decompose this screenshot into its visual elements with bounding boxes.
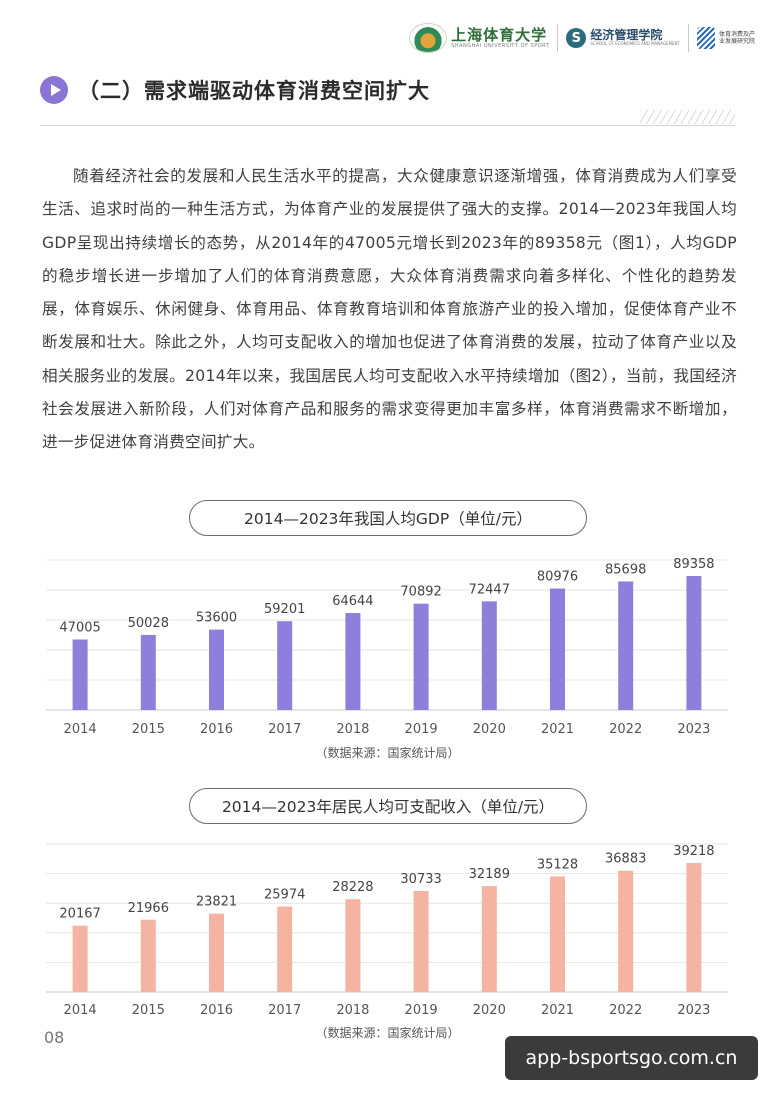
income-bar-chart: 20167 2014 21966 2015 23821 2016 25974 2017 2822… — [46, 843, 728, 1018]
chart1-title: 2014—2023年我国人均GDP（单位/元） — [189, 500, 587, 536]
watermark: app-bsportsgo.com.cn — [505, 1036, 758, 1080]
bar — [140, 919, 156, 992]
data-label: 89358 — [673, 557, 714, 572]
tick-label: 2014 — [64, 722, 97, 737]
bar — [72, 925, 88, 992]
data-label: 36883 — [605, 852, 646, 867]
school-logo: S 经济管理学院 SCHOOL OF ECONOMICS AND MANAGEM… — [566, 28, 680, 48]
chart1-source: （数据来源：国家统计局） — [315, 746, 460, 760]
tick-label: 2021 — [541, 1003, 574, 1018]
tick-label: 2018 — [336, 722, 369, 737]
chart2-title: 2014—2023年居民人均可支配收入（单位/元） — [189, 788, 587, 824]
university-name-en: SHANGHAI UNIVERSITY OF SPORT — [451, 42, 550, 49]
school-name: 经济管理学院 — [590, 28, 663, 43]
tick-label: 2017 — [268, 1003, 301, 1018]
tick-label: 2023 — [677, 722, 710, 737]
title-rule — [40, 125, 735, 126]
bar — [481, 886, 497, 992]
data-label: 32189 — [469, 867, 510, 882]
page-number: 08 — [44, 1028, 65, 1047]
bar — [345, 899, 361, 992]
chart2-source: （数据来源：国家统计局） — [315, 1026, 460, 1040]
tick-label: 2017 — [268, 722, 301, 737]
tick-label: 2016 — [200, 1003, 233, 1018]
data-label: 59201 — [264, 602, 305, 617]
header-logos: 上海体育大学 SHANGHAI UNIVERSITY OF SPORT S 经济… — [409, 18, 759, 58]
bar — [209, 913, 224, 992]
tick-label: 2014 — [64, 1003, 97, 1018]
tick-label: 2015 — [132, 722, 165, 737]
bar — [72, 639, 88, 710]
data-label: 50028 — [128, 616, 169, 631]
data-label: 72447 — [469, 582, 510, 597]
data-label: 70892 — [400, 585, 441, 600]
data-label: 28228 — [332, 880, 373, 895]
bar — [277, 621, 293, 710]
bar — [618, 581, 634, 710]
bar — [686, 863, 702, 992]
university-logo: 上海体育大学 SHANGHAI UNIVERSITY OF SPORT — [409, 23, 549, 53]
tick-label: 2015 — [132, 1003, 165, 1018]
university-emblem-icon — [409, 23, 448, 53]
school-name-en: SCHOOL OF ECONOMICS AND MANAGEMENT — [590, 41, 680, 47]
tick-label: 2020 — [473, 1003, 506, 1018]
section-title: （二）需求端驱动体育消费空间扩大 — [78, 79, 430, 103]
tick-label: 2021 — [541, 722, 574, 737]
gdp-bar-chart: 47005 2014 50028 2015 53600 2016 59201 2017 6464… — [46, 557, 728, 737]
data-label: 20167 — [59, 907, 100, 922]
tick-label: 2019 — [405, 722, 438, 737]
play-icon — [40, 76, 68, 104]
tick-label: 2016 — [200, 722, 233, 737]
data-label: 23821 — [196, 895, 237, 910]
bar — [277, 906, 293, 992]
tick-label: 2019 — [405, 1003, 438, 1018]
bar — [413, 603, 429, 710]
bar — [550, 588, 565, 710]
bar — [140, 634, 156, 710]
bar — [618, 870, 634, 992]
data-label: 85698 — [605, 562, 646, 577]
body-paragraph: 随着经济社会的发展和人民生活水平的提高，大众健康意识逐渐增强，体育消费成为人们享… — [42, 167, 737, 452]
tick-label: 2022 — [609, 1003, 642, 1018]
section-heading: （二）需求端驱动体育消费空间扩大 — [40, 75, 430, 105]
tick-label: 2023 — [677, 1003, 710, 1018]
data-label: 53600 — [196, 611, 237, 626]
tick-label: 2020 — [473, 722, 506, 737]
data-label: 25974 — [264, 888, 305, 903]
university-name: 上海体育大学 — [451, 26, 548, 44]
school-emblem-icon: S — [566, 28, 587, 48]
data-label: 21966 — [128, 901, 169, 916]
logo-divider — [688, 24, 689, 52]
data-label: 64644 — [332, 594, 373, 609]
bar — [481, 601, 497, 710]
tick-label: 2022 — [609, 722, 642, 737]
logo-divider — [557, 24, 559, 52]
data-label: 39218 — [673, 844, 714, 859]
title-hatch-decoration — [640, 110, 735, 124]
bar — [686, 575, 702, 710]
data-label: 47005 — [59, 620, 100, 635]
institute-emblem-icon — [697, 27, 715, 49]
bar — [550, 876, 565, 992]
bar — [413, 890, 429, 992]
bar — [209, 629, 224, 710]
bar — [345, 613, 361, 710]
data-label: 80976 — [537, 570, 578, 585]
data-label: 35128 — [537, 857, 578, 872]
institute-name: 体育消费及产业发展研究院 — [719, 30, 756, 45]
institute-logo: 体育消费及产业发展研究院 — [697, 27, 759, 49]
tick-label: 2018 — [336, 1003, 369, 1018]
data-label: 30733 — [400, 872, 441, 887]
